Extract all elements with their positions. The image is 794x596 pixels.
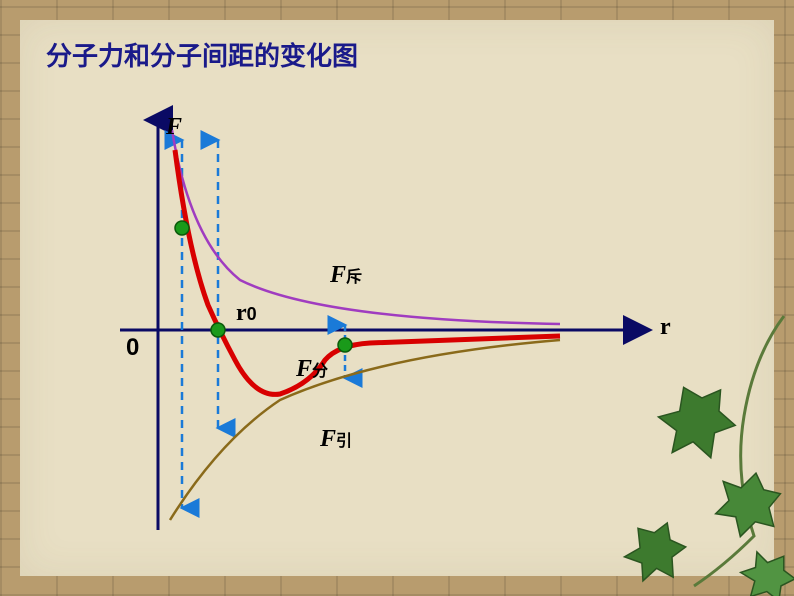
x-axis-label: r <box>660 314 671 341</box>
attraction-curve <box>170 340 560 520</box>
marker-1 <box>175 221 189 235</box>
origin-label: 0 <box>126 334 139 362</box>
page-title: 分子力和分子间距的变化图 <box>46 36 358 73</box>
y-axis-label: F <box>166 114 182 141</box>
net-label: F分 <box>296 356 328 383</box>
r0-label: r0 <box>236 300 257 327</box>
marker-r0 <box>211 323 225 337</box>
attraction-label: F引 <box>320 426 352 453</box>
chart-svg <box>80 100 720 540</box>
marker-3 <box>338 338 352 352</box>
repulsion-label: F斥 <box>330 262 362 289</box>
force-distance-chart: F r 0 r0 F斥 F分 F引 <box>80 100 720 540</box>
repulsion-curve <box>172 130 560 324</box>
